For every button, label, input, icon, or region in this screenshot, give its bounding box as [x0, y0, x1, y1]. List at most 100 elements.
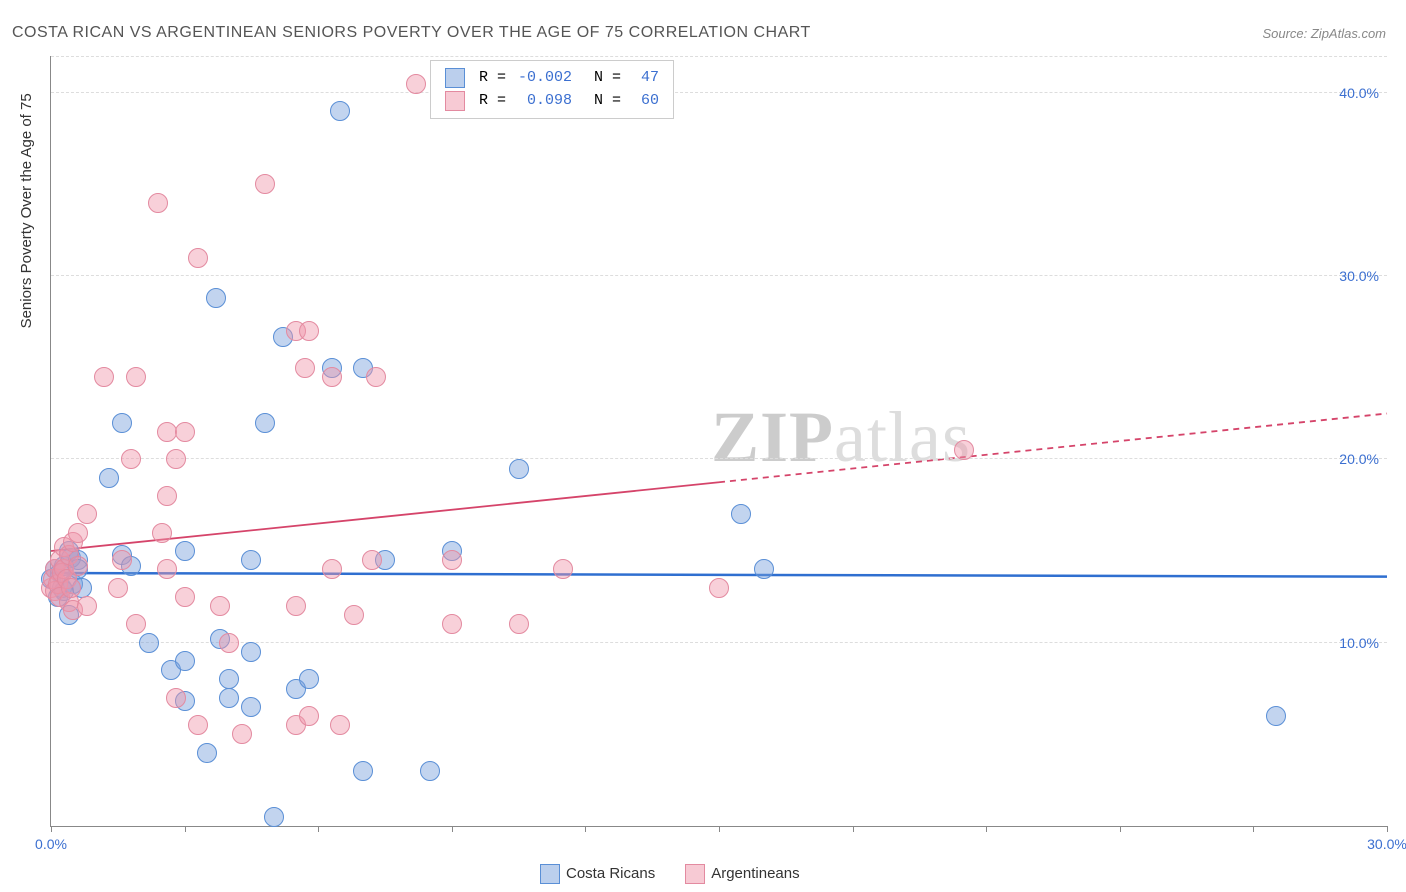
y-tick-label: 20.0%: [1339, 451, 1379, 467]
data-point: [157, 559, 177, 579]
data-point: [241, 550, 261, 570]
legend-stat-row: R = -0.002 N = 47: [445, 67, 659, 90]
n-label: N =: [594, 90, 621, 113]
data-point: [232, 724, 252, 744]
data-point: [157, 486, 177, 506]
data-point: [264, 807, 284, 827]
data-point: [299, 706, 319, 726]
data-point: [112, 550, 132, 570]
x-tick: [318, 826, 319, 832]
legend-label: Argentineans: [711, 865, 799, 882]
x-tick: [185, 826, 186, 832]
data-point: [442, 550, 462, 570]
x-tick: [1253, 826, 1254, 832]
data-point: [206, 288, 226, 308]
r-value: 0.098: [514, 90, 572, 113]
x-tick: [1120, 826, 1121, 832]
r-label: R =: [479, 90, 506, 113]
legend-stat-row: R = 0.098 N = 60: [445, 90, 659, 113]
legend-label: Costa Ricans: [566, 865, 655, 882]
data-point: [94, 367, 114, 387]
data-point: [61, 578, 81, 598]
x-tick: [452, 826, 453, 832]
data-point: [442, 614, 462, 634]
data-point: [420, 761, 440, 781]
r-label: R =: [479, 67, 506, 90]
y-tick-label: 30.0%: [1339, 268, 1379, 284]
data-point: [553, 559, 573, 579]
data-point: [99, 468, 119, 488]
data-point: [188, 715, 208, 735]
y-tick-label: 40.0%: [1339, 85, 1379, 101]
legend-swatch: [685, 864, 705, 884]
data-point: [126, 367, 146, 387]
data-point: [241, 642, 261, 662]
legend-swatch: [445, 91, 465, 111]
data-point: [954, 440, 974, 460]
data-point: [366, 367, 386, 387]
data-point: [754, 559, 774, 579]
data-point: [112, 413, 132, 433]
x-tick: [719, 826, 720, 832]
source-attribution: Source: ZipAtlas.com: [1262, 26, 1386, 41]
y-axis-label: Seniors Poverty Over the Age of 75: [18, 93, 35, 328]
data-point: [148, 193, 168, 213]
x-tick: [853, 826, 854, 832]
data-point: [709, 578, 729, 598]
x-tick: [1387, 826, 1388, 832]
data-point: [139, 633, 159, 653]
x-tick: [986, 826, 987, 832]
data-point: [210, 596, 230, 616]
data-point: [322, 559, 342, 579]
data-point: [77, 504, 97, 524]
gridline: [51, 92, 1387, 93]
data-point: [362, 550, 382, 570]
data-point: [219, 633, 239, 653]
data-point: [77, 596, 97, 616]
data-point: [175, 651, 195, 671]
r-value: -0.002: [514, 67, 572, 90]
y-tick-label: 10.0%: [1339, 635, 1379, 651]
data-point: [188, 248, 208, 268]
data-point: [299, 321, 319, 341]
trend-line: [719, 414, 1387, 483]
legend-swatch: [445, 68, 465, 88]
data-point: [197, 743, 217, 763]
data-point: [255, 413, 275, 433]
data-point: [126, 614, 146, 634]
series-legend: Costa Ricans Argentineans: [540, 864, 800, 884]
n-label: N =: [594, 67, 621, 90]
data-point: [121, 449, 141, 469]
gridline: [51, 458, 1387, 459]
n-value: 47: [629, 67, 659, 90]
data-point: [353, 761, 373, 781]
legend-item: Argentineans: [685, 864, 799, 884]
data-point: [166, 449, 186, 469]
data-point: [219, 669, 239, 689]
data-point: [286, 596, 306, 616]
data-point: [322, 367, 342, 387]
data-point: [68, 523, 88, 543]
data-point: [344, 605, 364, 625]
gridline: [51, 275, 1387, 276]
chart-title: COSTA RICAN VS ARGENTINEAN SENIORS POVER…: [12, 24, 811, 42]
data-point: [219, 688, 239, 708]
data-point: [731, 504, 751, 524]
data-point: [406, 74, 426, 94]
data-point: [509, 459, 529, 479]
data-point: [152, 523, 172, 543]
n-value: 60: [629, 90, 659, 113]
gridline: [51, 56, 1387, 57]
x-tick-label: 30.0%: [1367, 836, 1406, 852]
data-point: [175, 541, 195, 561]
data-point: [241, 697, 261, 717]
data-point: [330, 715, 350, 735]
data-point: [509, 614, 529, 634]
data-point: [108, 578, 128, 598]
data-point: [255, 174, 275, 194]
data-point: [1266, 706, 1286, 726]
scatter-plot-area: ZIPatlas 10.0%20.0%30.0%40.0%0.0%30.0%: [50, 56, 1387, 827]
legend-swatch: [540, 864, 560, 884]
legend-item: Costa Ricans: [540, 864, 655, 884]
data-point: [330, 101, 350, 121]
